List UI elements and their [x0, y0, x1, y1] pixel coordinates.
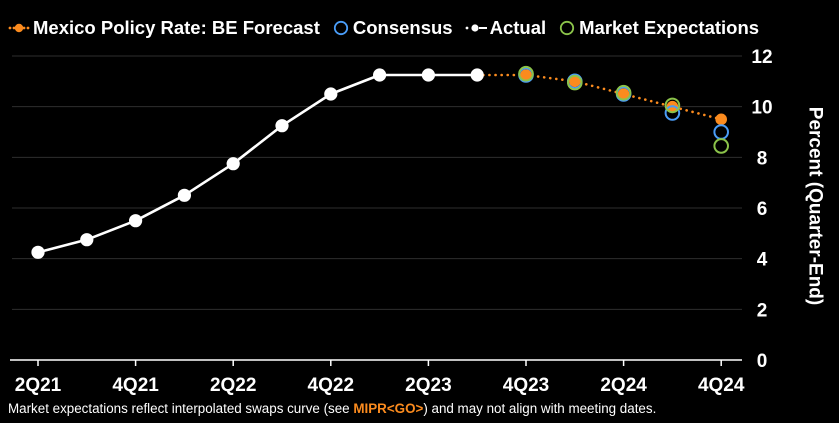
actual-line: [37, 73, 478, 254]
x-tick-label: 2Q24: [600, 375, 647, 396]
market-legend-icon: [560, 20, 575, 36]
y-axis: 0 2 4 6 8 10 12: [751, 47, 772, 372]
actual-point: [226, 157, 240, 171]
actual-point: [324, 87, 338, 101]
legend-market: Market Expectations: [558, 17, 759, 39]
market-expectation-point: [518, 65, 534, 82]
actual-point: [31, 245, 45, 259]
x-tick-label: 2Q22: [210, 375, 256, 396]
gridlines: [12, 55, 742, 310]
legend-consensus: Consensus: [332, 17, 453, 39]
legend-market-label: Market Expectations: [579, 17, 760, 38]
actual-point: [80, 233, 94, 247]
forecast-point: [715, 113, 727, 126]
legend-forecast-label: Mexico Policy Rate: BE Forecast: [33, 17, 320, 38]
market-expectation-point: [664, 97, 681, 114]
y-tick-label: 4: [757, 250, 768, 271]
x-tick-label: 2Q21: [15, 375, 62, 396]
series: [31, 65, 730, 259]
forecast-legend-icon: [8, 23, 30, 33]
actual-point: [470, 68, 484, 82]
forecast-point: [617, 88, 630, 100]
legend: Mexico Policy Rate: BE Forecast Consensu…: [8, 16, 771, 40]
x-tick-label: 4Q22: [308, 375, 354, 396]
actual-legend-icon: [465, 24, 487, 32]
footnote: Market expectations reflect interpolated…: [8, 401, 656, 416]
x-tick-label: 2Q23: [405, 375, 451, 396]
actual-point: [275, 119, 289, 133]
footnote-text-start: Market expectations reflect interpolated…: [8, 401, 354, 416]
x-tick-label: 4Q21: [112, 375, 159, 396]
x-tick-label: 4Q23: [503, 375, 549, 396]
forecast-point: [520, 69, 532, 81]
y-tick-label: 6: [757, 199, 768, 220]
consensus-point: [713, 124, 730, 140]
forecast-line: [475, 73, 723, 121]
forecast-point: [569, 75, 581, 88]
y-tick-label: 8: [757, 148, 768, 169]
mipr-function-link[interactable]: MIPR<GO>: [353, 401, 424, 416]
actual-point: [129, 214, 143, 228]
y-tick-label: 2: [757, 300, 768, 321]
market-expectation-point: [713, 138, 730, 154]
legend-actual-label: Actual: [489, 17, 547, 38]
y-tick-label: 0: [757, 351, 768, 372]
market-expectation-point: [615, 84, 632, 101]
footnote-text-end: ) and may not align with meeting dates.: [423, 401, 657, 416]
actual-point: [177, 188, 191, 202]
consensus-point: [664, 105, 681, 121]
legend-consensus-label: Consensus: [352, 17, 453, 38]
x-axis: 2Q21 4Q21 2Q22 4Q22 2Q23 4Q23 2Q24 4Q24: [15, 360, 745, 396]
legend-actual: Actual: [465, 17, 547, 39]
x-tick-label: 4Q24: [698, 375, 745, 396]
actual-point: [421, 68, 435, 82]
market-expectation-point: [567, 74, 583, 91]
consensus-legend-icon: [333, 20, 348, 36]
legend-forecast: Mexico Policy Rate: BE Forecast: [8, 17, 320, 39]
y-tick-label: 10: [751, 98, 772, 119]
y-tick-label: 12: [751, 47, 772, 68]
y-axis-title: Percent (Quarter-End): [805, 107, 826, 305]
actual-point: [373, 68, 387, 82]
